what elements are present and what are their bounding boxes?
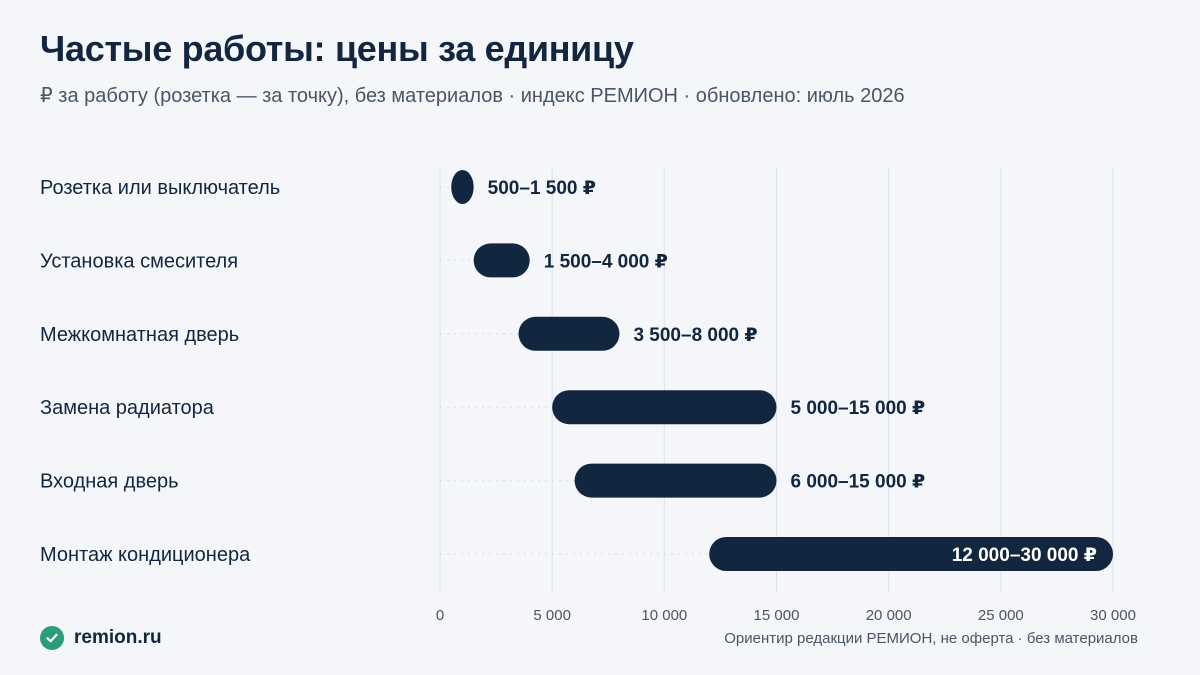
x-tick-label: 0 [436,607,444,624]
chart-title: Частые работы: цены за единицу [40,28,634,69]
range-bar [451,170,474,204]
data-label: 5 000–15 000 ₽ [791,398,926,419]
x-tick-label: 30 000 [1090,607,1136,624]
data-label: 500–1 500 ₽ [488,178,596,199]
category-label: Установка смесителя [40,250,238,272]
range-bar [518,316,620,351]
data-label: 1 500–4 000 ₽ [544,251,668,272]
category-label: Монтаж кондиционера [40,544,251,566]
category-label: Межкомнатная дверь [40,324,239,346]
x-tick-label: 10 000 [641,607,687,624]
brand[interactable]: remion.ru [40,626,162,650]
chart-subtitle: ₽ за работу (розетка — за точку), без ма… [40,85,905,107]
brand-name: remion.ru [74,627,162,648]
x-tick-label: 20 000 [866,607,912,624]
check-circle-icon [40,626,64,650]
range-bar [473,243,530,278]
range-bar [552,390,777,425]
data-label: 3 500–8 000 ₽ [633,325,757,346]
x-tick-label: 5 000 [533,607,571,624]
range-bar [574,463,777,498]
category-label: Замена радиатора [40,397,215,419]
footnote: Ориентир редакции РЕМИОН, не оферта · бе… [724,630,1138,647]
category-label: Входная дверь [40,471,179,493]
x-tick-label: 15 000 [754,607,800,624]
category-label: Розетка или выключатель [40,177,280,199]
x-tick-label: 25 000 [978,607,1024,624]
data-label: 6 000–15 000 ₽ [791,472,926,493]
data-label: 12 000–30 000 ₽ [952,545,1097,566]
range-bar [709,537,1113,571]
